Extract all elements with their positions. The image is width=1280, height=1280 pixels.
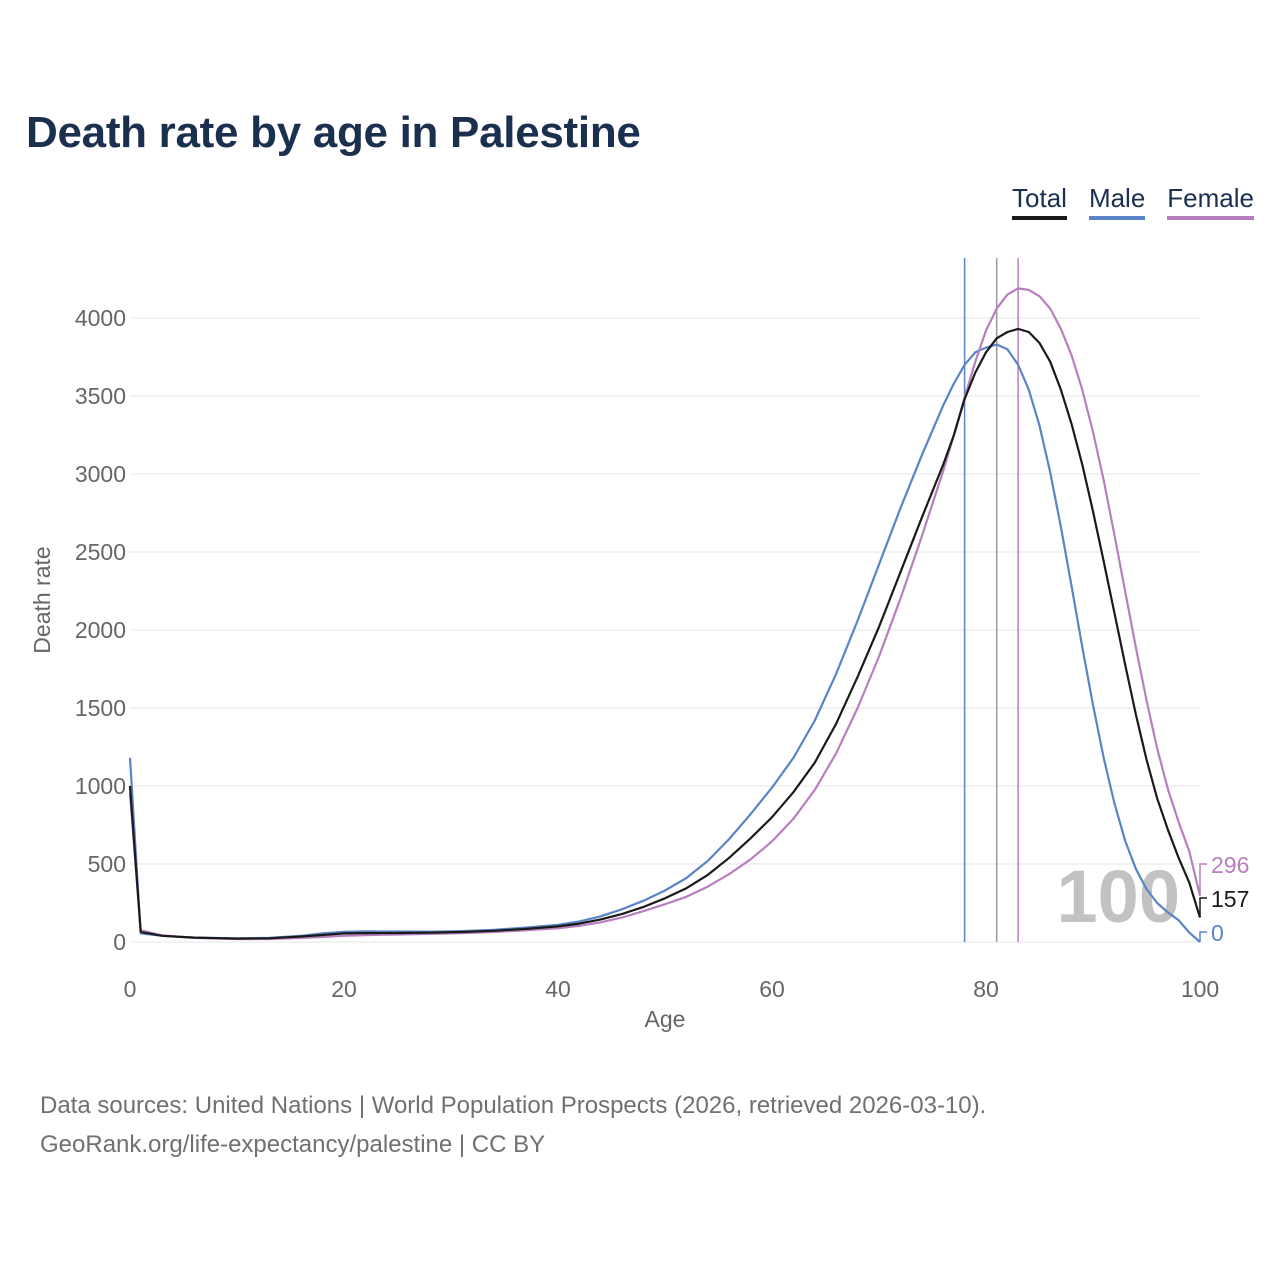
legend-item-female[interactable]: Female (1167, 183, 1254, 220)
end-label-total: 157 (1211, 886, 1249, 912)
end-leader-total (1199, 897, 1207, 918)
y-axis-ticks: 0 500 1000 1500 2000 2500 3000 3500 4000 (75, 305, 126, 955)
y-tick-label: 500 (88, 851, 126, 877)
x-tick-label: 80 (973, 976, 999, 1002)
y-tick-label: 0 (113, 929, 126, 955)
grid-lines (130, 317, 1200, 943)
y-tick-label: 2500 (75, 539, 126, 565)
year-watermark: 100 (1057, 855, 1180, 938)
y-tick-label: 4000 (75, 305, 126, 331)
footer: Data sources: United Nations | World Pop… (40, 1086, 986, 1164)
end-labels: 157 0 296 (1199, 852, 1249, 946)
x-tick-label: 100 (1181, 976, 1219, 1002)
y-tick-label: 1000 (75, 773, 126, 799)
y-tick-label: 3500 (75, 383, 126, 409)
end-leader-female (1199, 863, 1207, 896)
y-tick-label: 3000 (75, 461, 126, 487)
attribution-text: GeoRank.org/life-expectancy/palestine | … (40, 1131, 546, 1158)
x-axis-ticks: 0 20 40 60 80 100 (124, 976, 1220, 1002)
y-tick-label: 2000 (75, 617, 126, 643)
series-line-total (128, 327, 1202, 940)
legend-item-total[interactable]: Total (1012, 183, 1067, 220)
y-axis-label: Death rate (29, 546, 55, 653)
legend: Total Male Female (1012, 183, 1254, 220)
chart-title: Death rate by age in Palestine (26, 108, 641, 157)
end-label-male: 0 (1211, 920, 1224, 946)
end-label-female: 296 (1211, 852, 1249, 878)
end-leader-male (1199, 931, 1207, 942)
x-tick-label: 20 (331, 976, 357, 1002)
x-tick-label: 40 (545, 976, 571, 1002)
x-tick-label: 60 (759, 976, 785, 1002)
y-tick-label: 1500 (75, 695, 126, 721)
legend-item-male[interactable]: Male (1088, 183, 1146, 220)
data-source-text: Data sources: United Nations | World Pop… (40, 1092, 987, 1119)
series-line-male (128, 343, 1201, 943)
life-expectancy-markers (963, 258, 1019, 942)
x-axis-label: Age (645, 1006, 686, 1032)
series-line-female (128, 287, 1202, 941)
x-tick-label: 0 (124, 976, 137, 1002)
series-lines (128, 287, 1202, 943)
